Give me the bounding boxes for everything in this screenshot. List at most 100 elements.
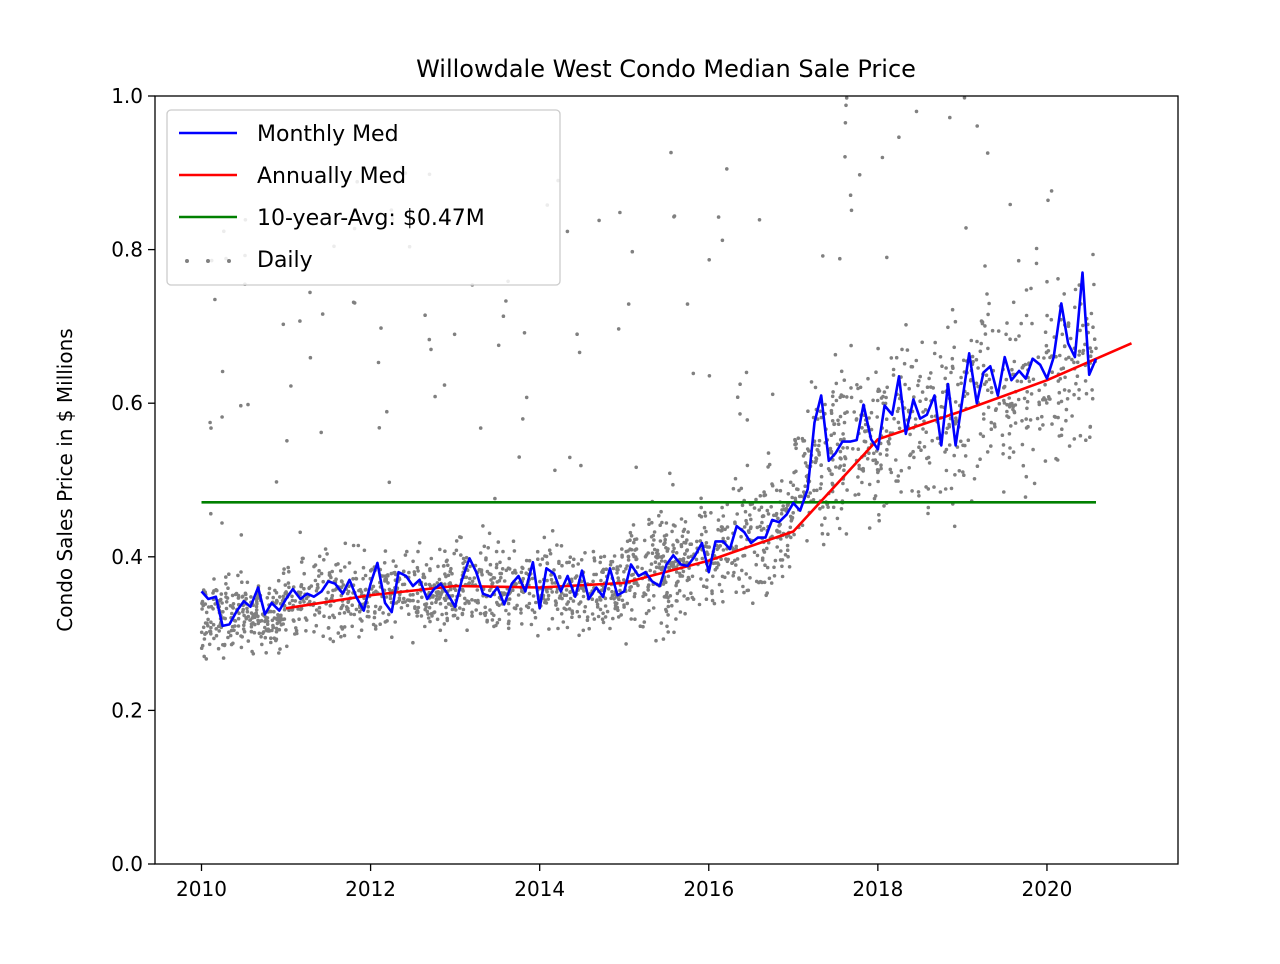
daily-point [929, 371, 933, 375]
daily-point [212, 589, 216, 593]
daily-point [545, 589, 549, 594]
daily-point [821, 542, 826, 547]
daily-point [823, 516, 827, 520]
daily-point [215, 588, 219, 593]
daily-point [950, 356, 955, 361]
daily-point [411, 598, 415, 603]
daily-point [1088, 346, 1092, 350]
daily-point [526, 605, 531, 610]
daily-point [342, 633, 347, 638]
daily-point [430, 601, 434, 605]
daily-point [407, 570, 411, 575]
daily-point [216, 646, 221, 651]
daily-point [507, 597, 512, 601]
daily-point [1016, 258, 1021, 263]
daily-point [513, 568, 517, 573]
daily-point [856, 447, 861, 452]
daily-point [682, 540, 686, 545]
daily-point [549, 577, 554, 582]
daily-point [1077, 353, 1081, 357]
daily-point [412, 572, 417, 577]
daily-point [423, 313, 427, 318]
daily-point [895, 409, 900, 414]
daily-point [831, 505, 836, 510]
daily-point [650, 520, 654, 525]
daily-point [324, 597, 329, 601]
daily-point [227, 572, 231, 576]
daily-point [674, 617, 678, 621]
daily-point [270, 628, 274, 633]
daily-point [461, 556, 466, 561]
daily-point [506, 621, 511, 626]
daily-point [312, 630, 316, 634]
daily-point [830, 472, 834, 477]
daily-point [961, 470, 965, 474]
daily-point [647, 609, 651, 613]
daily-point [304, 618, 309, 622]
daily-point [245, 580, 250, 585]
daily-point [202, 637, 207, 641]
daily-point [492, 576, 497, 580]
daily-point [989, 444, 993, 448]
daily-point [403, 553, 408, 557]
daily-point [281, 571, 286, 575]
daily-point [387, 587, 392, 592]
daily-point [983, 324, 987, 328]
daily-point [720, 238, 725, 243]
daily-point [664, 609, 669, 614]
daily-point [478, 551, 483, 555]
daily-point [417, 541, 422, 545]
daily-point [872, 496, 877, 501]
daily-point [651, 533, 656, 538]
daily-point [819, 415, 824, 420]
daily-point [339, 585, 344, 589]
daily-point [462, 596, 467, 601]
daily-point [701, 584, 706, 588]
daily-point [346, 609, 351, 614]
daily-point [601, 567, 606, 572]
daily-point [833, 352, 838, 357]
daily-point [389, 571, 394, 576]
daily-point [1046, 198, 1050, 203]
daily-point [220, 521, 224, 525]
daily-point [550, 581, 555, 585]
daily-point [668, 471, 672, 476]
daily-point [694, 557, 699, 562]
daily-point [393, 570, 397, 575]
daily-point [1070, 357, 1074, 362]
daily-point [962, 473, 966, 478]
daily-point [676, 579, 680, 584]
daily-point [464, 555, 469, 560]
daily-point [884, 417, 889, 422]
daily-point [230, 593, 235, 598]
daily-point [665, 624, 669, 629]
daily-point [230, 624, 235, 629]
daily-point [959, 375, 963, 380]
daily-point [579, 463, 583, 468]
daily-point [948, 115, 952, 120]
daily-point [296, 607, 300, 611]
daily-point [956, 382, 960, 387]
daily-point [959, 439, 963, 444]
daily-point [522, 331, 527, 335]
daily-point [407, 612, 411, 616]
daily-point [263, 635, 268, 640]
daily-point [744, 370, 749, 375]
daily-point [706, 552, 710, 556]
daily-point [817, 438, 822, 443]
daily-point [633, 555, 638, 559]
daily-point [843, 411, 847, 416]
daily-point [293, 632, 297, 636]
daily-point [871, 458, 875, 463]
daily-point [353, 570, 358, 575]
daily-point [536, 557, 540, 561]
daily-point [556, 626, 560, 631]
daily-point [842, 437, 846, 441]
daily-point [211, 607, 215, 611]
daily-point [511, 539, 516, 543]
daily-point [362, 548, 367, 553]
daily-point [282, 567, 286, 571]
daily-point [297, 617, 301, 621]
daily-point [602, 554, 607, 559]
daily-point [411, 559, 415, 564]
